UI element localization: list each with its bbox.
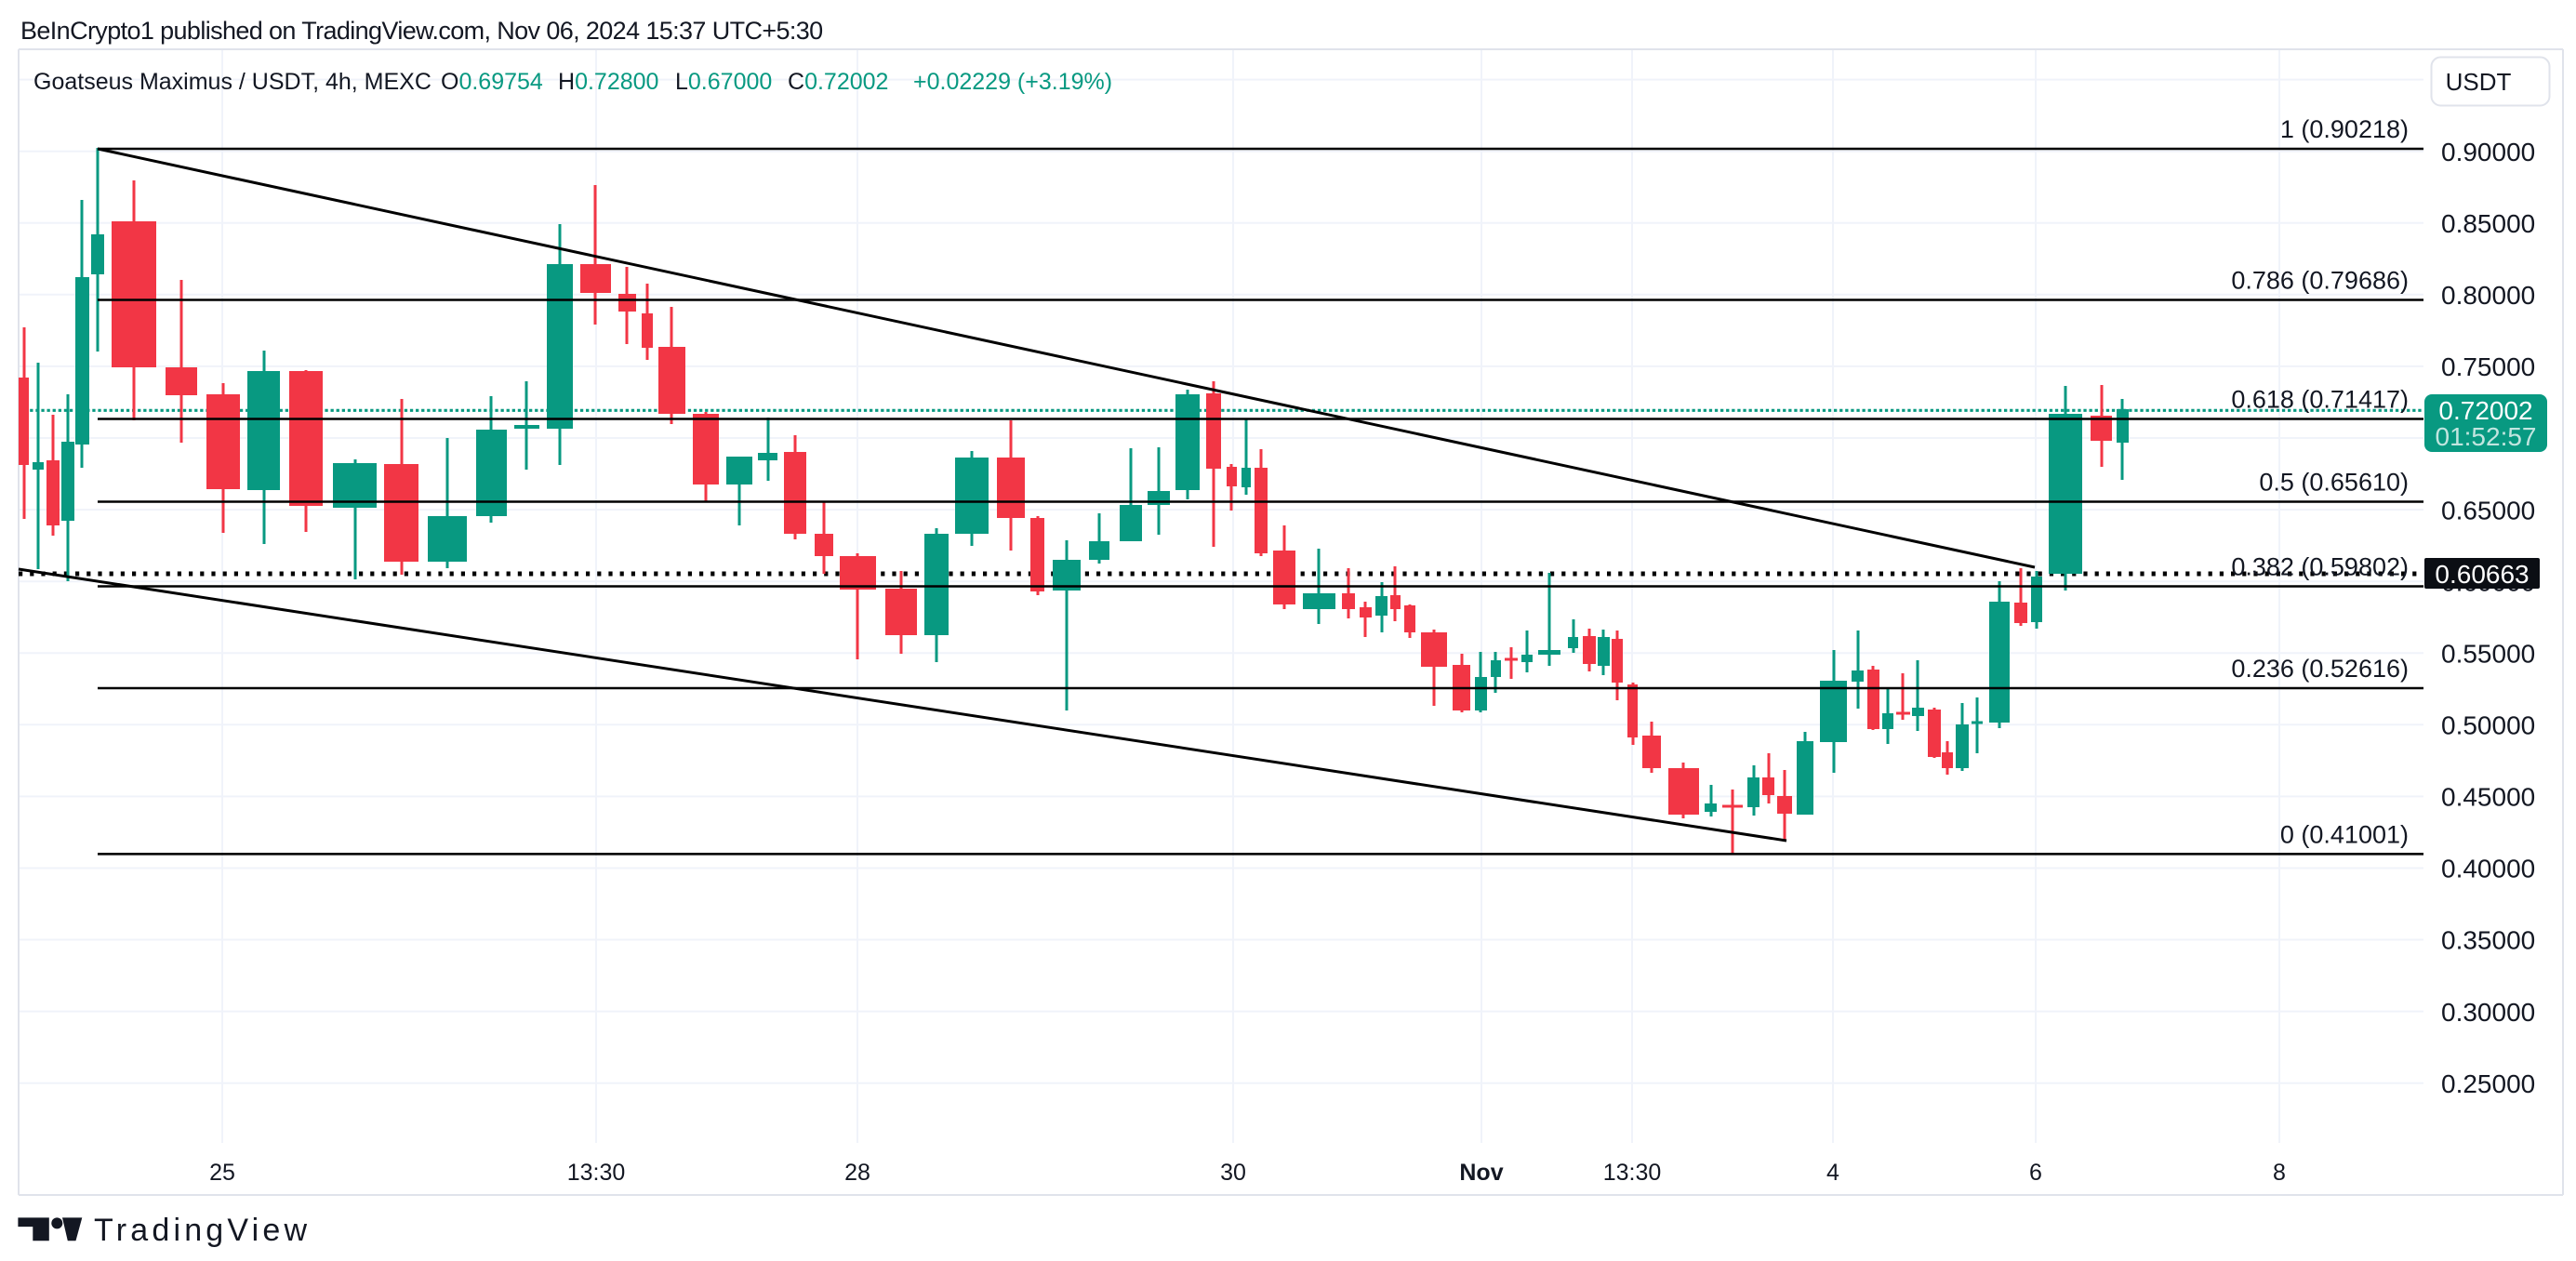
svg-text:0.35000: 0.35000 [2441,926,2535,955]
svg-text:0.236 (0.52616): 0.236 (0.52616) [2231,655,2409,683]
svg-text:0.60663: 0.60663 [2435,560,2529,589]
svg-text:0.45000: 0.45000 [2441,783,2535,812]
svg-text:USDT: USDT [2446,68,2512,96]
svg-text:0.618 (0.71417): 0.618 (0.71417) [2231,386,2409,414]
svg-text:TradingView: TradingView [94,1213,311,1248]
svg-text:0.90000: 0.90000 [2441,138,2535,166]
svg-text:0.85000: 0.85000 [2441,209,2535,238]
svg-text:0 (0.41001): 0 (0.41001) [2280,820,2409,848]
svg-text:0.25000: 0.25000 [2441,1069,2535,1098]
svg-text:0.75000: 0.75000 [2441,352,2535,381]
svg-text:0.40000: 0.40000 [2441,855,2535,883]
svg-text:0.50000: 0.50000 [2441,711,2535,740]
svg-text:13:30: 13:30 [567,1160,626,1186]
svg-text:25: 25 [209,1160,235,1186]
svg-text:0.55000: 0.55000 [2441,639,2535,668]
svg-text:28: 28 [844,1160,870,1186]
svg-text:0.72002: 0.72002 [2438,396,2532,425]
svg-text:0.65000: 0.65000 [2441,496,2535,524]
svg-text:1 (0.90218): 1 (0.90218) [2280,115,2409,143]
svg-text:6: 6 [2029,1160,2042,1186]
svg-text:Nov: Nov [1459,1160,1503,1186]
svg-text:13:30: 13:30 [1603,1160,1662,1186]
svg-text:0.30000: 0.30000 [2441,998,2535,1027]
svg-text:0.80000: 0.80000 [2441,281,2535,310]
svg-text:0.786 (0.79686): 0.786 (0.79686) [2231,267,2409,295]
svg-text:0.382 (0.59802): 0.382 (0.59802) [2231,553,2409,581]
svg-text:01:52:57: 01:52:57 [2436,422,2537,451]
svg-text:8: 8 [2273,1160,2286,1186]
svg-text:4: 4 [1826,1160,1839,1186]
svg-text:30: 30 [1220,1160,1246,1186]
svg-text:0.5 (0.65610): 0.5 (0.65610) [2259,469,2409,497]
